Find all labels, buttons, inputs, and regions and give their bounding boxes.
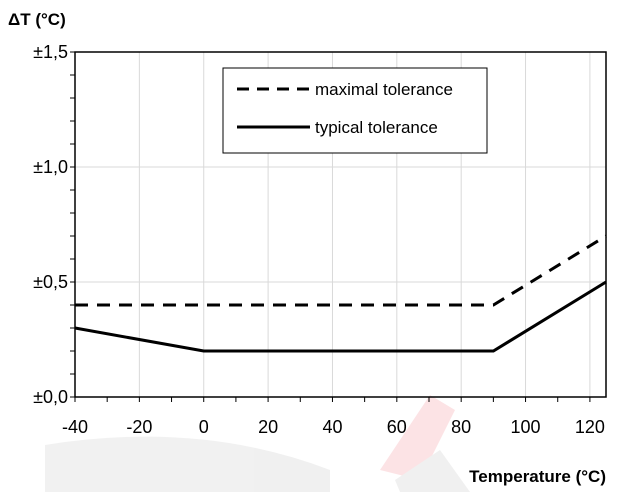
x-tick-label: 40 [322, 417, 342, 437]
watermark [45, 395, 470, 492]
legend-label-maximal: maximal tolerance [315, 80, 453, 99]
y-tick-label: ±1,0 [33, 157, 68, 177]
x-tick-label: 120 [575, 417, 605, 437]
x-tick-label: -40 [62, 417, 88, 437]
axis-ticks [70, 51, 591, 402]
series-line-typical-tolerance [74, 280, 607, 353]
series [74, 234, 607, 353]
plot-frame [74, 51, 607, 398]
x-axis-title: Temperature (°C) [469, 467, 606, 486]
legend-label-typical: typical tolerance [315, 118, 438, 137]
x-tick-label: 0 [199, 417, 209, 437]
x-tick-label: 20 [258, 417, 278, 437]
x-tick-label: 80 [451, 417, 471, 437]
series-line-maximal-tolerance [75, 234, 607, 307]
legend-box [222, 67, 488, 154]
x-tick-label: -20 [126, 417, 152, 437]
y-tick-label: ±1,5 [33, 42, 68, 62]
legend: maximal tolerance typical tolerance [222, 67, 488, 154]
tick-labels: -40 -20 0 20 40 60 80 100 120 ±0,0 ±0,5 ±1,0 ±1,5 [33, 42, 605, 437]
y-axis-title: ΔT (°C) [8, 10, 66, 29]
y-tick-label: ±0,5 [33, 272, 68, 292]
x-tick-label: 100 [511, 417, 541, 437]
x-tick-label: 60 [387, 417, 407, 437]
y-tick-label: ±0,0 [33, 387, 68, 407]
